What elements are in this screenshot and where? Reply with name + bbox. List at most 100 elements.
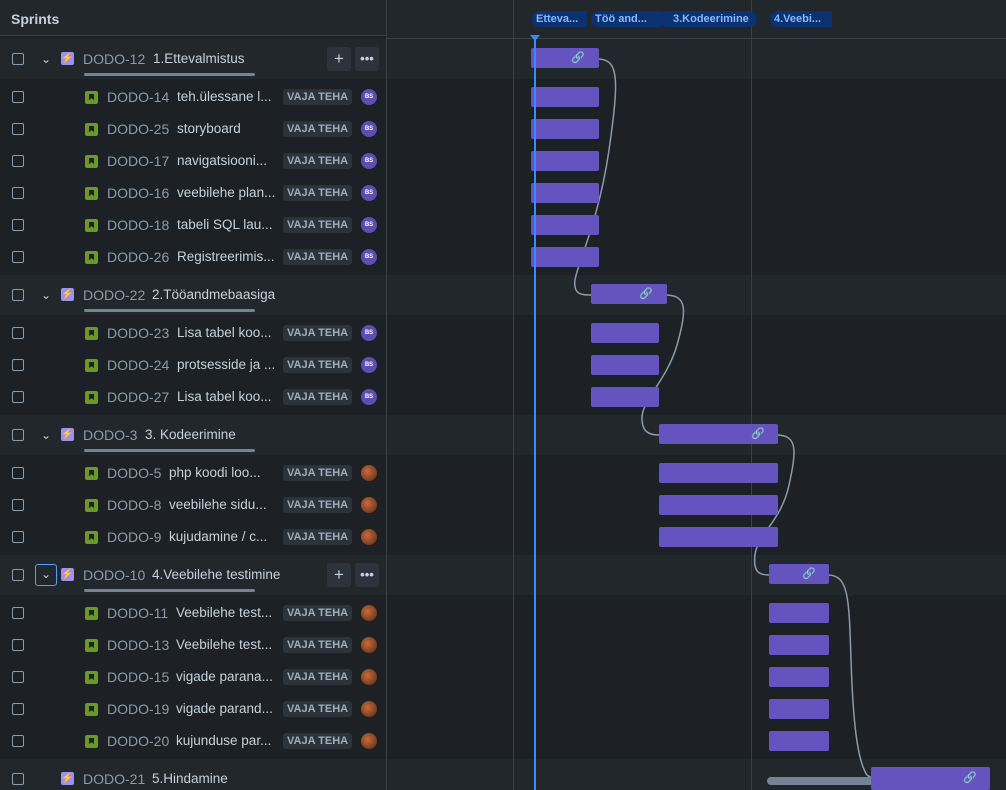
epic-bar[interactable]: 🔗	[659, 424, 778, 444]
issue-key[interactable]: DODO-26	[107, 249, 170, 265]
issue-bar[interactable]	[769, 603, 829, 623]
row-checkbox[interactable]	[12, 569, 24, 581]
row-checkbox[interactable]	[12, 467, 24, 479]
issue-summary[interactable]: Lisa tabel koo...	[177, 325, 272, 340]
status-badge[interactable]: VAJA TEHA	[283, 357, 353, 373]
issue-bar[interactable]	[531, 215, 599, 235]
status-badge[interactable]: VAJA TEHA	[283, 637, 353, 653]
issue-bar[interactable]	[659, 527, 778, 547]
issue-summary[interactable]: Lisa tabel koo...	[177, 389, 272, 404]
avatar[interactable]	[361, 669, 377, 685]
chevron-down-icon[interactable]: ⌄	[35, 564, 57, 586]
link-icon[interactable]: 🔗	[571, 52, 585, 64]
avatar[interactable]: BS	[361, 389, 377, 405]
row-checkbox[interactable]	[12, 327, 24, 339]
epic-row[interactable]: ⌄ ⚡ DODO-12 1.Ettevalmistus + •••	[0, 39, 386, 79]
avatar[interactable]	[361, 497, 377, 513]
row-checkbox[interactable]	[12, 391, 24, 403]
avatar[interactable]	[361, 605, 377, 621]
row-checkbox[interactable]	[12, 639, 24, 651]
avatar[interactable]	[361, 465, 377, 481]
story-row[interactable]: DODO-15 vigade parana... VAJA TEHA	[0, 661, 386, 693]
story-row[interactable]: DODO-25 storyboard VAJA TEHA BS	[0, 113, 386, 145]
status-badge[interactable]: VAJA TEHA	[283, 389, 353, 405]
avatar[interactable]: BS	[361, 357, 377, 373]
issue-key[interactable]: DODO-15	[107, 669, 170, 685]
issue-summary[interactable]: 5.Hindamine	[152, 771, 228, 786]
epic-bar[interactable]: 🔗	[769, 564, 829, 584]
status-badge[interactable]: VAJA TEHA	[283, 669, 353, 685]
issue-summary[interactable]: Veebilehe test...	[176, 605, 273, 620]
link-icon[interactable]: 🔗	[802, 568, 816, 580]
epic-bar[interactable]: 🔗	[591, 284, 667, 304]
sprint-chip[interactable]: Töö and...	[591, 11, 661, 27]
issue-summary[interactable]: kujudamine / c...	[169, 529, 268, 544]
story-row[interactable]: DODO-19 vigade parand... VAJA TEHA	[0, 693, 386, 725]
avatar[interactable]: BS	[361, 121, 377, 137]
timeline-panel[interactable]: Etteva... Töö and... 3.Kodeerimine 4.Vee…	[387, 0, 1006, 790]
issue-key[interactable]: DODO-17	[107, 153, 170, 169]
issue-summary[interactable]: vigade parand...	[176, 701, 273, 716]
story-row[interactable]: DODO-26 Registreerimis... VAJA TEHA BS	[0, 241, 386, 273]
avatar[interactable]: BS	[361, 153, 377, 169]
issue-summary[interactable]: 1.Ettevalmistus	[153, 51, 245, 66]
story-row[interactable]: DODO-20 kujunduse par... VAJA TEHA	[0, 725, 386, 757]
epic-row[interactable]: ⌄ ⚡ DODO-3 3. Kodeerimine	[0, 415, 386, 455]
epic-row[interactable]: ⌄ ⚡ DODO-10 4.Veebilehe testimine + •••	[0, 555, 386, 595]
issue-summary[interactable]: tabeli SQL lau...	[177, 217, 273, 232]
status-badge[interactable]: VAJA TEHA	[283, 217, 353, 233]
issue-summary[interactable]: vigade parana...	[176, 669, 273, 684]
issue-bar[interactable]	[769, 635, 829, 655]
link-icon[interactable]: 🔗	[639, 288, 653, 300]
avatar[interactable]	[361, 637, 377, 653]
row-checkbox[interactable]	[12, 155, 24, 167]
epic-bar[interactable]: 🔗	[531, 48, 599, 68]
issue-key[interactable]: DODO-14	[107, 89, 170, 105]
status-badge[interactable]: VAJA TEHA	[283, 497, 353, 513]
issue-bar[interactable]	[531, 247, 599, 267]
issue-key[interactable]: DODO-5	[107, 465, 162, 481]
issue-bar[interactable]	[531, 151, 599, 171]
status-badge[interactable]: VAJA TEHA	[283, 605, 353, 621]
issue-key[interactable]: DODO-18	[107, 217, 170, 233]
issue-key[interactable]: DODO-11	[107, 605, 169, 621]
status-badge[interactable]: VAJA TEHA	[283, 185, 353, 201]
status-badge[interactable]: VAJA TEHA	[283, 701, 353, 717]
story-row[interactable]: DODO-11 Veebilehe test... VAJA TEHA	[0, 597, 386, 629]
issue-summary[interactable]: 3. Kodeerimine	[145, 427, 236, 442]
issue-summary[interactable]: veebilehe sidu...	[169, 497, 267, 512]
status-badge[interactable]: VAJA TEHA	[283, 465, 353, 481]
avatar[interactable]	[361, 529, 377, 545]
story-row[interactable]: DODO-14 teh.ülessane l... VAJA TEHA BS	[0, 81, 386, 113]
issue-summary[interactable]: navigatsiooni...	[177, 153, 268, 168]
row-checkbox[interactable]	[12, 187, 24, 199]
row-checkbox[interactable]	[12, 251, 24, 263]
issue-summary[interactable]: teh.ülessane l...	[177, 89, 272, 104]
issue-key[interactable]: DODO-23	[107, 325, 170, 341]
issue-key[interactable]: DODO-27	[107, 389, 170, 405]
more-icon[interactable]: •••	[355, 47, 379, 71]
issue-bar[interactable]	[769, 731, 829, 751]
issue-summary[interactable]: storyboard	[177, 121, 241, 136]
status-badge[interactable]: VAJA TEHA	[283, 325, 353, 341]
epic-row[interactable]: ⚡ DODO-21 5.Hindamine	[0, 759, 386, 790]
row-checkbox[interactable]	[12, 289, 24, 301]
issue-summary[interactable]: 2.Tööandmebaasiga	[152, 287, 276, 302]
story-row[interactable]: DODO-8 veebilehe sidu... VAJA TEHA	[0, 489, 386, 521]
issue-summary[interactable]: protsesside ja ...	[177, 357, 276, 372]
story-row[interactable]: DODO-17 navigatsiooni... VAJA TEHA BS	[0, 145, 386, 177]
status-badge[interactable]: VAJA TEHA	[283, 733, 353, 749]
issue-key[interactable]: DODO-20	[107, 733, 170, 749]
status-badge[interactable]: VAJA TEHA	[283, 529, 353, 545]
row-checkbox[interactable]	[12, 91, 24, 103]
issue-bar[interactable]	[769, 667, 829, 687]
row-checkbox[interactable]	[12, 607, 24, 619]
avatar[interactable]: BS	[361, 185, 377, 201]
issue-key[interactable]: DODO-19	[107, 701, 170, 717]
issue-bar[interactable]	[659, 495, 778, 515]
issue-summary[interactable]: Registreerimis...	[177, 249, 275, 264]
issue-bar[interactable]	[531, 183, 599, 203]
chevron-down-icon[interactable]: ⌄	[40, 52, 52, 66]
horizontal-scrollbar[interactable]	[767, 777, 877, 785]
avatar[interactable]: BS	[361, 249, 377, 265]
